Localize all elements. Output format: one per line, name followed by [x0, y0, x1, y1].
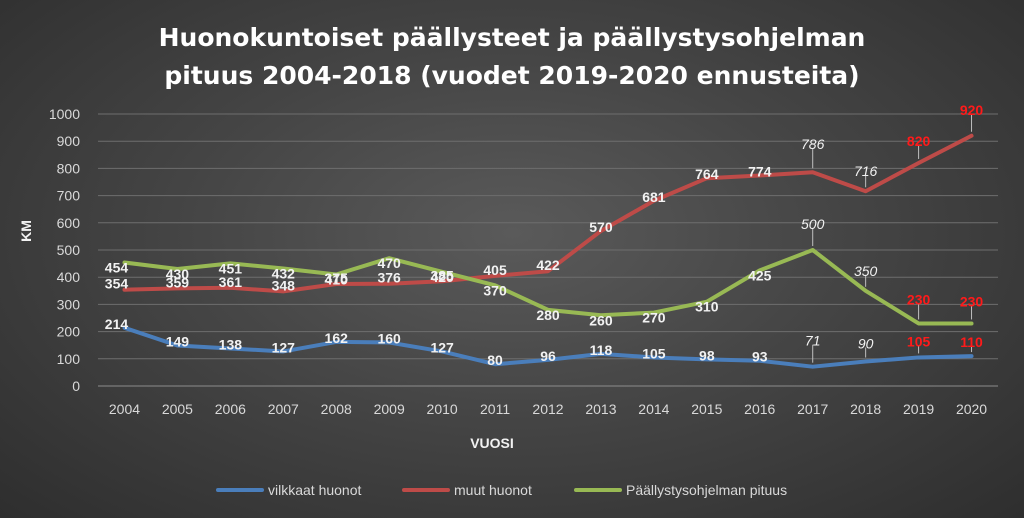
x-tick-label: 2004 [109, 401, 140, 417]
x-tick-label: 2005 [162, 401, 193, 417]
x-axis-title: VUOSI [470, 435, 514, 451]
data-label: 214 [105, 316, 129, 332]
y-tick-label: 900 [57, 133, 81, 149]
y-tick-label: 600 [57, 215, 81, 231]
data-label: 786 [801, 136, 825, 152]
y-axis-title: KM [18, 220, 34, 242]
y-tick-label: 300 [57, 296, 81, 312]
y-tick-label: 1000 [49, 106, 80, 122]
data-label: 681 [642, 189, 666, 205]
data-label: 420 [430, 269, 454, 285]
data-label: 280 [536, 307, 560, 323]
data-labels: 214 149 138 127 162 160 127 80 96 118 105 98 93 71 90 1… [105, 102, 984, 368]
chart-title-line2: pituus 2004-2018 (vuodet 2019-2020 ennus… [164, 61, 859, 90]
data-label: 127 [430, 339, 454, 355]
x-tick-label: 2016 [744, 401, 775, 417]
data-label: 160 [377, 330, 401, 346]
data-label: 260 [589, 312, 613, 328]
data-label: 350 [854, 263, 878, 279]
legend: vilkkaat huonot muut huonot Päällystysoh… [216, 482, 787, 498]
series-lines [122, 133, 974, 369]
x-tick-label: 2013 [585, 401, 616, 417]
data-label: 270 [642, 310, 666, 326]
x-tick-label: 2009 [374, 401, 405, 417]
data-label: 105 [907, 333, 931, 349]
data-label: 118 [590, 342, 613, 358]
data-label: 432 [272, 265, 296, 281]
legend-label-vilkkaat: vilkkaat huonot [268, 482, 362, 498]
y-tick-label: 500 [57, 242, 81, 258]
data-label: 470 [377, 255, 401, 271]
data-label: 425 [748, 267, 772, 283]
data-label: 96 [540, 348, 556, 364]
x-tick-label: 2012 [532, 401, 563, 417]
data-label: 375 [325, 270, 349, 286]
gridlines [98, 113, 998, 387]
data-label: 98 [699, 347, 715, 363]
data-label: 310 [695, 299, 719, 315]
data-label: 500 [801, 216, 825, 232]
data-label: 230 [960, 293, 984, 309]
y-tick-label: 700 [57, 188, 81, 204]
y-tick-label: 800 [57, 160, 81, 176]
data-label: 451 [219, 260, 243, 276]
data-label: 93 [752, 349, 768, 365]
y-tick-label: 400 [57, 269, 81, 285]
legend-label-muut: muut huonot [454, 482, 532, 498]
data-label: 71 [805, 333, 821, 349]
data-label: 422 [536, 257, 560, 273]
x-tick-label: 2011 [480, 401, 510, 417]
x-tick-label: 2018 [850, 401, 881, 417]
series-line [122, 133, 974, 294]
y-axis-ticks: 0 100 200 300 400 500 600 700 800 900 1000 [49, 106, 80, 394]
x-tick-label: 2014 [638, 401, 669, 417]
x-tick-label: 2017 [797, 401, 828, 417]
data-label: 105 [642, 345, 666, 361]
data-label: 410 [325, 271, 349, 287]
x-tick-label: 2019 [903, 401, 934, 417]
data-label: 149 [166, 333, 190, 349]
data-label: 454 [105, 260, 129, 276]
data-label: 138 [219, 336, 243, 352]
data-label: 359 [166, 274, 190, 290]
chart-title-line1: Huonokuntoiset päällysteet ja päällystys… [159, 23, 866, 52]
x-tick-label: 2010 [427, 401, 458, 417]
x-tick-label: 2006 [215, 401, 246, 417]
data-label: 361 [219, 274, 243, 290]
data-label: 230 [907, 291, 931, 307]
data-label: 376 [377, 270, 401, 286]
data-label: 354 [105, 276, 129, 292]
series-line [122, 248, 974, 326]
data-label: 764 [695, 166, 719, 182]
data-label: 80 [487, 352, 503, 368]
data-label: 774 [748, 163, 772, 179]
data-label: 430 [166, 266, 190, 282]
x-tick-label: 2015 [691, 401, 722, 417]
data-label: 370 [483, 282, 507, 298]
series-line [122, 325, 974, 369]
data-label: 348 [272, 277, 296, 293]
y-tick-label: 0 [72, 378, 80, 394]
data-label: 920 [960, 102, 984, 118]
data-label: 127 [272, 339, 296, 355]
x-axis-ticks: 2004 2005 2006 2007 2008 2009 2010 2011 2012 2013… [109, 401, 987, 417]
x-tick-label: 2008 [321, 401, 352, 417]
data-label: 820 [907, 133, 931, 149]
data-label: 90 [858, 336, 874, 352]
data-label: 405 [483, 262, 507, 278]
y-tick-label: 200 [57, 324, 81, 340]
data-label: 570 [589, 219, 613, 235]
data-label: 385 [430, 267, 454, 283]
data-label: 716 [854, 163, 878, 179]
legend-label-paallystysohjelma: Päällystysohjelman pituus [626, 482, 787, 498]
data-label: 110 [960, 334, 983, 350]
data-label: 162 [325, 330, 349, 346]
x-tick-label: 2020 [956, 401, 987, 417]
y-tick-label: 100 [57, 351, 81, 367]
x-tick-label: 2007 [268, 401, 299, 417]
